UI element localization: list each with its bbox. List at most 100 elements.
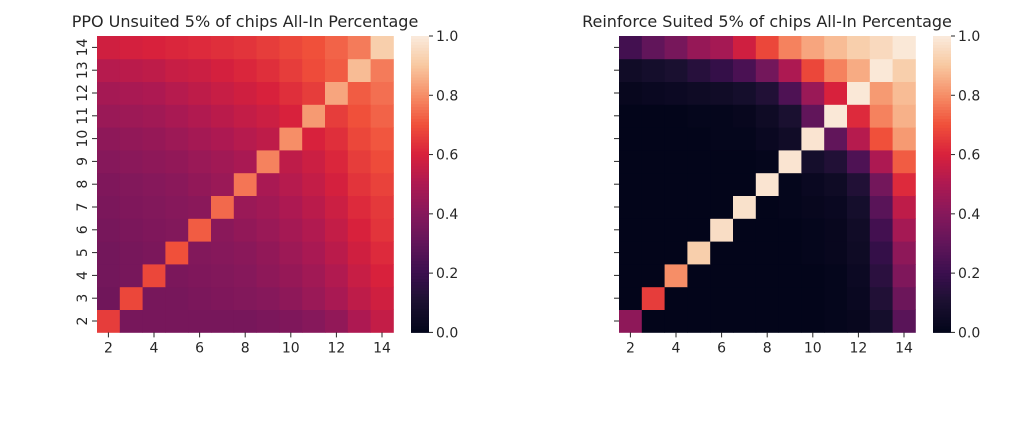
- colorbar-segment: [933, 273, 951, 277]
- heatmap-cell: [325, 104, 349, 128]
- heatmap-cell: [869, 172, 893, 196]
- heatmap-cell: [97, 264, 121, 288]
- heatmap-cell: [302, 309, 326, 333]
- heatmap-cell: [847, 286, 871, 310]
- heatmap-cell: [641, 218, 665, 242]
- heatmap-cell: [370, 150, 394, 174]
- heatmap-cell: [664, 127, 688, 151]
- colorbar-segment: [411, 199, 429, 203]
- heatmap-cell: [755, 36, 779, 60]
- x-tick-label: 12: [849, 340, 867, 356]
- heatmap-panel-reinforce-suited: Reinforce Suited 5% of chips All-In Perc…: [582, 12, 980, 356]
- heatmap-cell: [847, 218, 871, 242]
- colorbar-segment: [933, 308, 951, 313]
- heatmap-cell: [302, 195, 326, 219]
- heatmap-cell: [119, 286, 143, 310]
- colorbar-segment: [411, 101, 429, 105]
- heatmap-cell: [325, 264, 349, 288]
- colorbar-segment: [411, 279, 429, 283]
- heatmap-cell: [824, 195, 848, 219]
- heatmap-cell: [801, 172, 825, 196]
- heatmap-cell: [211, 172, 235, 196]
- colorbar-segment: [411, 270, 429, 274]
- colorbar-segment: [933, 201, 951, 206]
- colorbar-segment: [411, 44, 429, 49]
- colorbar-segment: [933, 124, 951, 129]
- colorbar-segment: [933, 320, 951, 324]
- heatmap-cell: [664, 150, 688, 174]
- colorbar-segment: [411, 124, 429, 129]
- heatmap-cell: [211, 81, 235, 105]
- heatmap-cell: [847, 104, 871, 128]
- heatmap-cell: [188, 286, 212, 310]
- heatmap-cell: [733, 241, 757, 265]
- heatmap-cell: [302, 104, 326, 128]
- heatmap-cell: [211, 309, 235, 333]
- heatmap-cell: [710, 36, 734, 60]
- x-axis-ticks: 2 4 6 8 10 12 14: [104, 332, 391, 356]
- heatmap-cell: [869, 127, 893, 151]
- y-tick-label: 14: [75, 38, 91, 56]
- colorbar-segment: [933, 187, 951, 191]
- colorbar-segment: [411, 89, 429, 93]
- colorbar-segment: [933, 98, 951, 102]
- heatmap-cell: [619, 58, 643, 82]
- heatmap-cell: [664, 195, 688, 219]
- colorbar-segment: [933, 305, 951, 310]
- colorbar-segment: [933, 41, 951, 46]
- colorbar-segment: [411, 148, 429, 153]
- colorbar-segment: [411, 216, 429, 221]
- colorbar-segment: [933, 225, 951, 230]
- heatmap-cell: [370, 218, 394, 242]
- colorbar-segment: [411, 130, 429, 135]
- heatmap-cell: [325, 286, 349, 310]
- heatmap-cell: [279, 81, 303, 105]
- colorbar-segment: [933, 151, 951, 156]
- colorbar-segment: [411, 62, 429, 67]
- heatmap-cell: [233, 264, 257, 288]
- y-tick-label: 7: [75, 203, 91, 212]
- colorbar-segment: [933, 267, 951, 271]
- colorbar-tick-label: 1.0: [436, 29, 458, 45]
- heatmap-cell: [325, 58, 349, 82]
- heatmap-cell: [755, 195, 779, 219]
- heatmap-cell: [142, 81, 166, 105]
- colorbar-segment: [933, 113, 951, 117]
- colorbar-segment: [411, 178, 429, 182]
- heatmap-cell: [279, 218, 303, 242]
- colorbar-segment: [411, 190, 429, 194]
- heatmap-cell: [165, 264, 189, 288]
- colorbar-segment: [933, 154, 951, 159]
- heatmap-cell: [256, 218, 280, 242]
- x-tick-label: 2: [104, 340, 113, 356]
- heatmap-cell: [142, 218, 166, 242]
- heatmap-cell: [892, 195, 916, 219]
- heatmap-cell: [279, 241, 303, 265]
- colorbar-segment: [411, 302, 429, 307]
- heatmap-cell: [325, 150, 349, 174]
- y-tick-label: 9: [75, 157, 91, 166]
- heatmap-cell: [370, 195, 394, 219]
- colorbar-segment: [933, 314, 951, 319]
- heatmap-cell: [641, 81, 665, 105]
- heatmap-cell: [302, 81, 326, 105]
- heatmap-cell: [801, 218, 825, 242]
- heatmap-cell: [664, 241, 688, 265]
- heatmap-cell: [165, 218, 189, 242]
- heatmap-cell: [256, 264, 280, 288]
- heatmap-cell: [824, 36, 848, 60]
- heatmap-cell: [778, 286, 802, 310]
- colorbar-segment: [411, 284, 429, 289]
- heatmap-cell: [142, 241, 166, 265]
- heatmap-cell: [97, 172, 121, 196]
- colorbar-tick-label: 0.4: [436, 207, 458, 223]
- colorbar-segment: [933, 270, 951, 274]
- heatmap-cell: [755, 218, 779, 242]
- heatmap-cell: [847, 241, 871, 265]
- heatmap-cell: [664, 36, 688, 60]
- colorbar-segment: [933, 193, 951, 197]
- x-tick-label: 6: [717, 340, 726, 356]
- heatmap-cell: [755, 127, 779, 151]
- heatmap-cell: [188, 218, 212, 242]
- colorbar-segment: [411, 92, 429, 96]
